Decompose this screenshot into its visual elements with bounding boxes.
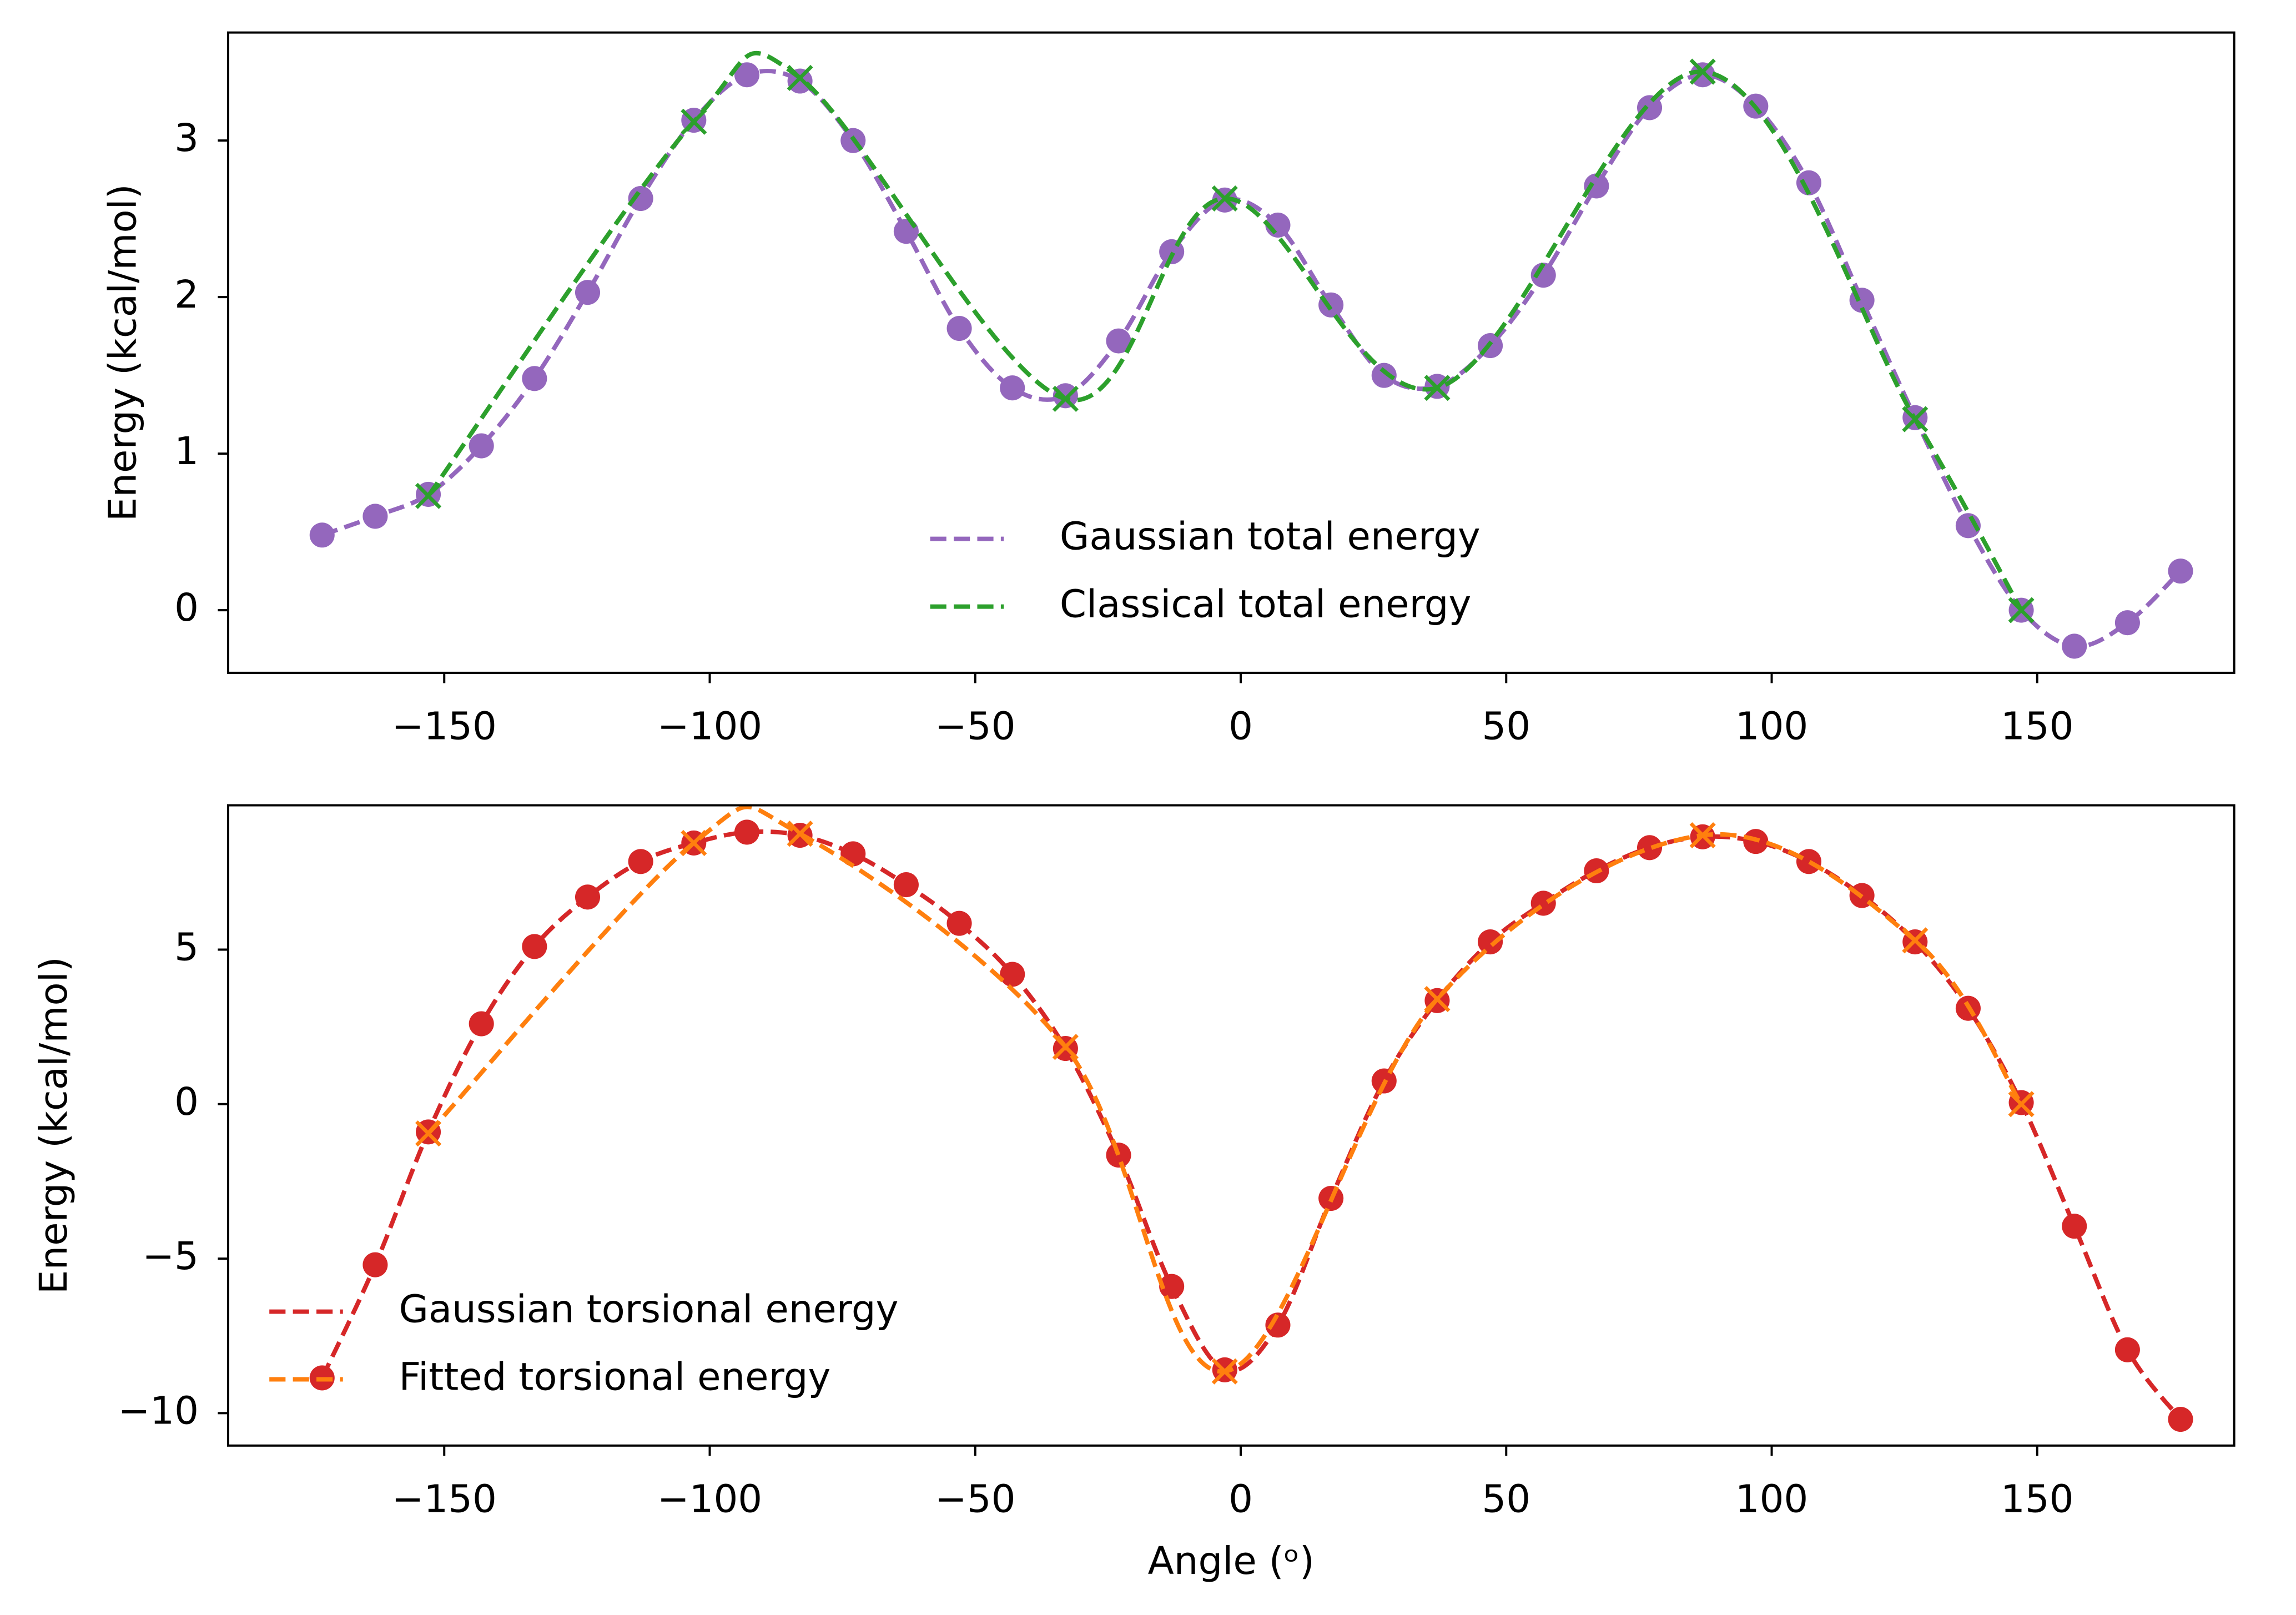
marker bbox=[1424, 375, 1451, 401]
plot-frame bbox=[226, 31, 2235, 674]
y-tick-label: 3 bbox=[174, 116, 199, 160]
marker bbox=[2062, 1214, 2087, 1239]
x-tick-label: −100 bbox=[657, 705, 762, 749]
marker bbox=[893, 219, 919, 244]
marker bbox=[2062, 633, 2087, 659]
legend-label: Classical total energy bbox=[1060, 582, 1471, 627]
marker bbox=[1902, 927, 1929, 954]
marker bbox=[1796, 170, 1822, 195]
marker bbox=[628, 185, 653, 212]
x-tick-label: −150 bbox=[392, 1477, 497, 1522]
marker bbox=[1689, 822, 1716, 849]
marker bbox=[787, 64, 813, 91]
marker bbox=[1053, 383, 1078, 409]
marker bbox=[469, 1011, 494, 1037]
marker bbox=[681, 108, 707, 135]
marker bbox=[1106, 328, 1131, 354]
marker bbox=[1000, 962, 1025, 987]
marker bbox=[362, 504, 388, 529]
legend-label: Gaussian torsional energy bbox=[399, 1287, 898, 1332]
marker bbox=[1478, 929, 1503, 955]
y-tick-label: 2 bbox=[174, 273, 199, 317]
marker bbox=[575, 884, 601, 910]
marker bbox=[1902, 406, 1929, 432]
marker bbox=[1106, 1143, 1131, 1168]
marker bbox=[575, 280, 601, 305]
marker bbox=[1052, 385, 1079, 412]
legend-label: Fitted torsional energy bbox=[399, 1355, 830, 1400]
marker bbox=[1052, 1034, 1079, 1060]
marker bbox=[2114, 610, 2140, 636]
marker bbox=[628, 849, 653, 874]
marker bbox=[1159, 1274, 1185, 1299]
marker bbox=[681, 829, 707, 856]
plot-frame bbox=[226, 804, 2235, 1447]
marker bbox=[2168, 1406, 2193, 1432]
marker bbox=[469, 433, 494, 459]
x-tick-label: 100 bbox=[1735, 1477, 1809, 1522]
x-tick-label: 0 bbox=[1228, 1477, 1253, 1522]
x-tick-label: −150 bbox=[392, 705, 497, 749]
marker bbox=[1689, 58, 1716, 85]
y-tick-label: 1 bbox=[174, 429, 199, 474]
x-tick-label: 0 bbox=[1228, 705, 1253, 749]
marker bbox=[415, 482, 442, 509]
marker bbox=[1796, 849, 1822, 874]
marker bbox=[1211, 1358, 1238, 1385]
y-tick-label: 0 bbox=[174, 586, 199, 630]
marker bbox=[946, 316, 972, 341]
x-tick-label: −50 bbox=[935, 1477, 1015, 1522]
legend-label: Gaussian total energy bbox=[1060, 515, 1481, 559]
x-tick-label: 50 bbox=[1482, 705, 1530, 749]
series-line bbox=[321, 68, 2182, 649]
y-tick-label: −5 bbox=[142, 1234, 199, 1279]
marker bbox=[2114, 1337, 2140, 1362]
marker bbox=[1371, 363, 1397, 388]
marker bbox=[1637, 835, 1663, 861]
series-line bbox=[426, 804, 2023, 1374]
marker bbox=[309, 522, 335, 548]
x-tick-label: −100 bbox=[657, 1477, 762, 1522]
x-tick-label: 100 bbox=[1735, 705, 1809, 749]
marker bbox=[1690, 62, 1715, 88]
marker bbox=[734, 819, 759, 845]
marker bbox=[1424, 985, 1451, 1013]
marker bbox=[1000, 375, 1025, 401]
y-axis-label: Energy (kcal/mol) bbox=[100, 184, 145, 521]
marker bbox=[2168, 559, 2193, 584]
marker bbox=[734, 62, 759, 88]
marker bbox=[415, 1120, 442, 1147]
marker bbox=[522, 366, 547, 391]
y-tick-label: 5 bbox=[174, 925, 199, 970]
marker bbox=[946, 910, 972, 936]
marker bbox=[1530, 263, 1556, 288]
marker bbox=[522, 934, 547, 959]
marker bbox=[1265, 1312, 1291, 1338]
x-tick-label: −50 bbox=[935, 705, 1015, 749]
series-line bbox=[320, 829, 2183, 1421]
y-tick-label: −10 bbox=[118, 1388, 198, 1433]
y-tick-label: 0 bbox=[174, 1080, 199, 1124]
marker bbox=[1211, 185, 1238, 212]
x-axis-label: Angle (ᵒ) bbox=[1148, 1539, 1315, 1583]
x-tick-label: 150 bbox=[2001, 705, 2074, 749]
marker bbox=[2008, 597, 2035, 623]
x-tick-label: 150 bbox=[2001, 1477, 2074, 1522]
x-tick-label: 50 bbox=[1482, 1477, 1530, 1522]
marker bbox=[893, 872, 919, 898]
marker bbox=[1584, 173, 1609, 199]
y-axis-label: Energy (kcal/mol) bbox=[32, 957, 76, 1294]
marker bbox=[2008, 1091, 2035, 1118]
marker bbox=[1637, 95, 1663, 120]
marker bbox=[787, 821, 813, 847]
marker bbox=[362, 1252, 388, 1277]
